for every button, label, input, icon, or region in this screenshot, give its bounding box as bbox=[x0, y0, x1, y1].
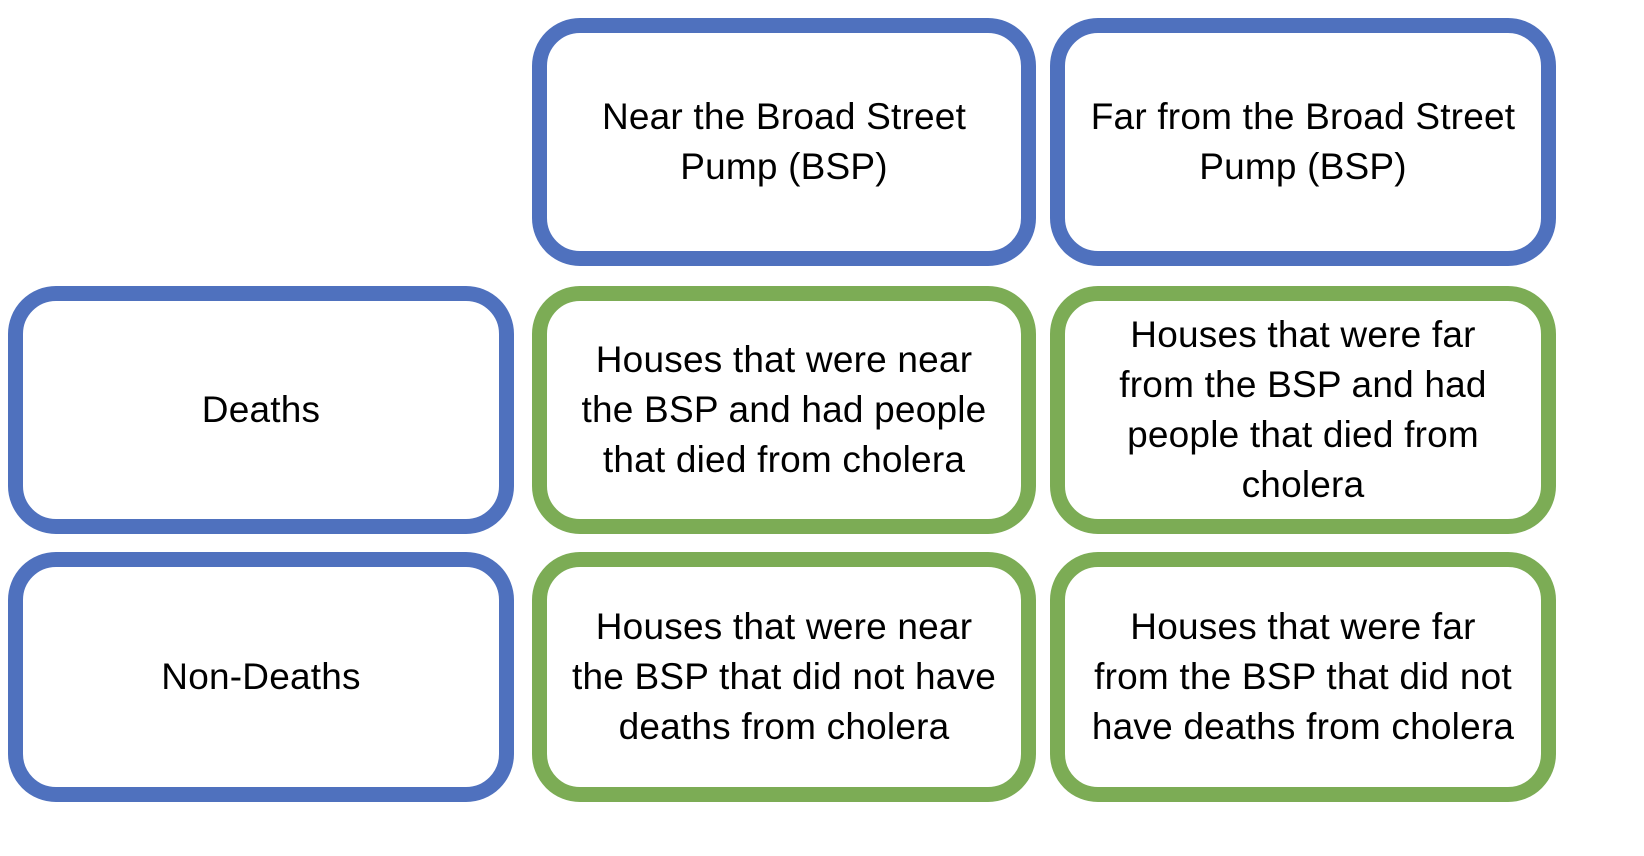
cell-deaths-near: Houses that were near the BSP and had pe… bbox=[532, 286, 1036, 534]
cell-deaths-far-text: Houses that were far from the BSP and ha… bbox=[1119, 314, 1487, 505]
column-header-far-bsp: Far from the Broad Street Pump (BSP) bbox=[1050, 18, 1556, 266]
cell-non-deaths-near: Houses that were near the BSP that did n… bbox=[532, 552, 1036, 802]
row-header-non-deaths-label: Non-Deaths bbox=[161, 656, 361, 697]
column-header-near-label: Near the Broad Street Pump (BSP) bbox=[601, 96, 967, 187]
cell-deaths-near-text: Houses that were near the BSP and had pe… bbox=[581, 339, 987, 480]
row-header-deaths-label: Deaths bbox=[201, 389, 321, 430]
row-header-non-deaths: Non-Deaths bbox=[8, 552, 514, 802]
cell-non-deaths-far-text: Houses that were far from the BSP that d… bbox=[1091, 606, 1515, 747]
row-header-deaths: Deaths bbox=[8, 286, 514, 534]
cell-deaths-far: Houses that were far from the BSP and ha… bbox=[1050, 286, 1556, 534]
column-header-near-bsp: Near the Broad Street Pump (BSP) bbox=[532, 18, 1036, 266]
cell-non-deaths-far: Houses that were far from the BSP that d… bbox=[1050, 552, 1556, 802]
column-header-far-label: Far from the Broad Street Pump (BSP) bbox=[1090, 96, 1516, 187]
cell-non-deaths-near-text: Houses that were near the BSP that did n… bbox=[572, 606, 996, 747]
